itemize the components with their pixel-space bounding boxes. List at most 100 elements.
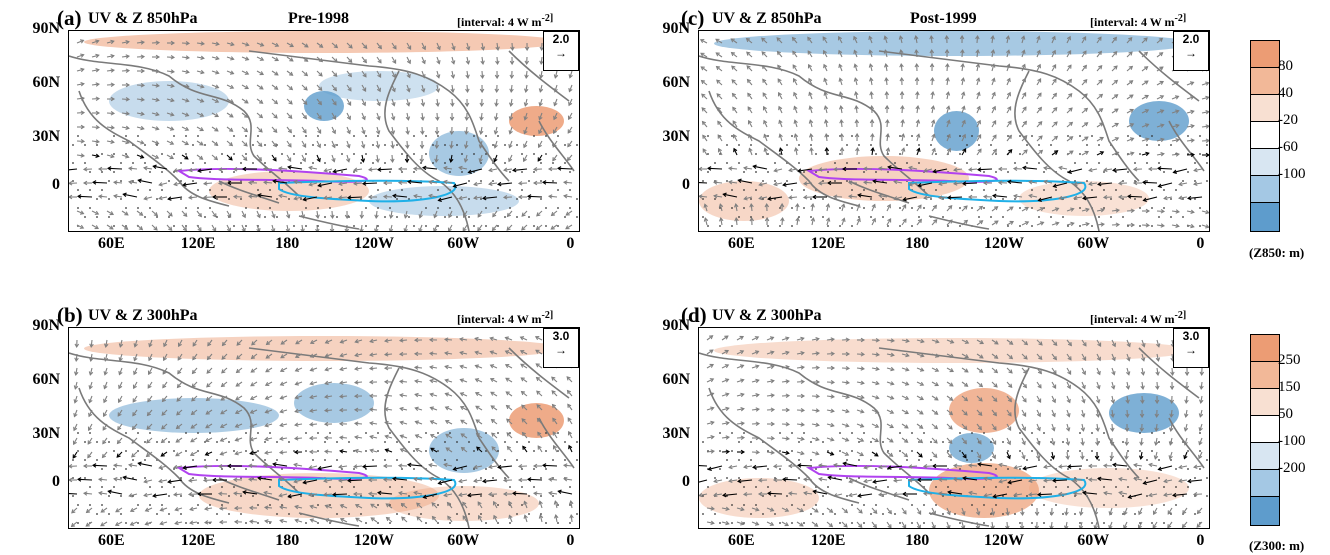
significance-dot [569,207,571,209]
wind-vector [251,339,258,346]
wind-vector [316,70,323,77]
significance-dot [1199,153,1201,155]
significance-dot [504,477,506,479]
wind-vector [931,353,940,358]
significance-dot [528,198,530,200]
significance-dot [209,432,211,434]
wind-vector [1186,138,1195,143]
longitude-label: 60W [1077,235,1110,252]
significance-dot [180,198,182,200]
significance-dot [1206,459,1208,461]
wind-vector [406,42,412,50]
wind-vector [73,423,78,432]
latitude-label: 0 [682,473,690,490]
significance-dot [1170,144,1172,146]
significance-dot [192,144,194,146]
wind-vector [422,493,438,499]
significance-dot [533,135,535,137]
significance-dot [1038,162,1040,164]
wind-vector [1103,490,1113,496]
wind-vector [868,63,874,72]
significance-dot [96,144,98,146]
wind-vector [173,181,183,187]
wind-vector [838,77,843,86]
wind-vector [762,92,768,100]
significance-dot [978,162,980,164]
wind-vector [1139,423,1145,433]
wind-vector [1156,80,1165,86]
significance-dot [84,162,86,164]
positive-anomaly [84,336,564,361]
significance-dot [425,207,427,209]
wind-vector [1082,195,1098,201]
wind-vector [877,166,888,171]
significance-dot [731,450,733,452]
significance-dot [882,198,884,200]
wind-vector [535,349,543,355]
wind-vector [73,409,78,418]
wind-vector [416,516,423,523]
wind-vector [732,106,738,114]
wind-vector [506,210,513,218]
significance-dot [846,495,848,497]
significance-dot [798,441,800,443]
significance-dot [1206,162,1208,164]
wind-vector [856,394,865,400]
wind-vector [151,154,160,159]
significance-dot [810,216,812,218]
wind-vector [721,435,730,440]
significance-dot [762,495,764,497]
significance-dot [389,207,391,209]
wind-vector [473,181,483,187]
panel-title: UV & Z 300hPa [88,307,198,324]
significance-dot [432,459,434,461]
wind-vector [147,367,153,376]
wind-vector [853,35,858,44]
significance-dot [930,198,932,200]
wind-vector [863,465,873,470]
significance-dot [1158,144,1160,146]
significance-dot [1031,432,1033,434]
wind-vector [767,421,776,427]
wind-vector [871,380,880,386]
wind-vector [1081,36,1087,44]
wind-vector [1168,437,1174,446]
wind-vector [106,39,115,45]
wind-vector [301,42,309,48]
wind-vector [1156,37,1164,44]
wind-vector [77,124,86,130]
negative-anomaly [1109,393,1179,433]
significance-dot [1146,180,1148,182]
wind-vector [826,408,835,414]
wind-vector [728,179,738,185]
wind-vector [522,445,528,453]
wind-vector [871,437,880,443]
wind-vector [719,217,724,226]
wind-vector [152,54,161,60]
significance-dot [173,225,175,227]
significance-dot [257,135,259,137]
wind-vector [837,35,843,44]
wind-vector [826,394,835,399]
wind-vector [563,476,573,482]
significance-dot [1163,207,1165,209]
wind-vector [162,381,168,389]
wind-vector [762,105,768,114]
wind-vector [249,423,258,428]
wind-vector [773,181,783,187]
wind-vector [151,126,160,131]
negative-anomaly [369,186,519,216]
significance-dot [851,207,853,209]
significance-dot [971,450,973,452]
significance-dot [1175,189,1177,191]
wind-vector [751,350,760,355]
significance-dot [966,144,968,146]
significance-dot [89,486,91,488]
wind-vector [76,53,85,58]
wind-vector [91,153,100,159]
significance-dot [702,216,704,218]
wind-vector [494,70,500,80]
wind-vector [374,224,379,231]
wind-vector [419,140,425,150]
significance-dot [810,144,812,146]
